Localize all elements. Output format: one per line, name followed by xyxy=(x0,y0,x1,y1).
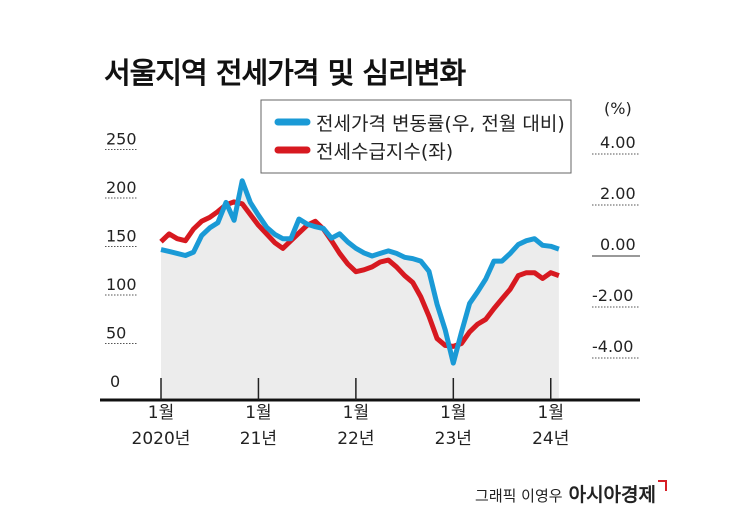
chart-title: 서울지역 전세가격 및 심리변화 xyxy=(104,56,466,90)
left-tick-label: 250 xyxy=(106,130,137,149)
right-tick-label: -2.00 xyxy=(592,286,633,305)
right-tick-label: 0.00 xyxy=(600,235,636,254)
left-tick-label: 100 xyxy=(106,275,137,294)
left-tick-label: 0 xyxy=(110,372,120,391)
legend: 전세가격 변동률(우, 전월 대비) 전세수급지수(좌) xyxy=(260,99,572,174)
x-tick-month: 1월 xyxy=(440,403,466,423)
right-tick-label: 2.00 xyxy=(600,184,636,203)
x-tick-year: 22년 xyxy=(337,429,374,449)
right-tick-label: 4.00 xyxy=(600,133,636,152)
brand-logo: 아시아경제 xyxy=(568,484,656,506)
legend-label-price: 전세가격 변동률(우, 전월 대비) xyxy=(316,113,565,135)
x-tick-year: 2020년 xyxy=(132,429,191,449)
x-tick-year: 21년 xyxy=(240,429,277,449)
left-tick-label: 150 xyxy=(106,227,137,246)
x-tick-month: 1월 xyxy=(245,403,271,423)
x-tick-year: 24년 xyxy=(532,429,569,449)
credit-author: 그래픽 이영우 xyxy=(475,487,563,505)
legend-label-index: 전세수급지수(좌) xyxy=(316,141,453,163)
x-tick-month: 1월 xyxy=(148,403,174,423)
x-tick-month: 1월 xyxy=(538,403,564,423)
left-tick-label: 50 xyxy=(106,324,126,343)
right-tick-label: -4.00 xyxy=(592,337,633,356)
credit: 그래픽 이영우 아시아경제 xyxy=(475,480,667,507)
x-tick-month: 1월 xyxy=(343,403,369,423)
left-tick-label: 200 xyxy=(106,178,137,197)
x-tick-year: 23년 xyxy=(435,429,472,449)
brand-logo-icon xyxy=(658,480,667,491)
right-axis-unit: (%) xyxy=(604,99,632,118)
series-line-price xyxy=(160,178,560,366)
